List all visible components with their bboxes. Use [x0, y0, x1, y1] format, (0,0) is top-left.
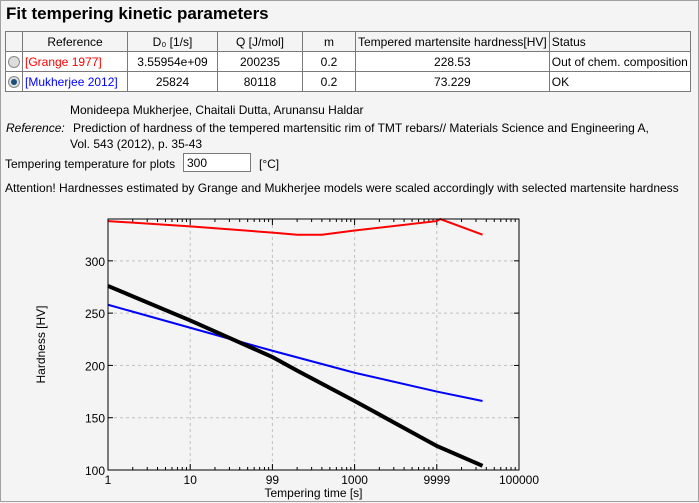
y-axis-label: Hardness [HV] — [34, 305, 48, 383]
x-tick-label: 9999 — [423, 473, 450, 487]
reference-volume: Vol. 543 (2012), p. 35-43 — [70, 137, 203, 151]
d0-cell[interactable]: 3.55954e+09 — [127, 51, 218, 72]
hardness-cell[interactable]: 73.229 — [355, 71, 550, 92]
y-tick-label: 150 — [85, 412, 105, 426]
status-cell: Out of chem. composition — [548, 51, 691, 72]
series-line-1 — [107, 303, 483, 402]
radio-button[interactable] — [8, 56, 20, 69]
temperature-unit: [°C] — [259, 157, 280, 171]
parameters-table: Reference D₀ [1/s] Q [J/mol] m Tempered … — [5, 31, 691, 92]
y-tick-label: 200 — [85, 359, 105, 373]
radio-button-selected[interactable] — [8, 76, 20, 89]
reference-authors: Monideepa Mukherjee, Chaitali Dutta, Aru… — [70, 103, 364, 117]
x-tick-label: 10 — [184, 473, 198, 487]
series-line-2 — [107, 284, 484, 468]
reference-link[interactable]: [Mukherjee 2012] — [22, 71, 128, 92]
table-row[interactable]: [Mukherjee 2012] 25824 80118 0.2 73.229 … — [5, 71, 691, 92]
row-radio[interactable] — [5, 71, 23, 92]
header-select — [5, 31, 23, 52]
x-tick-label: 100000 — [499, 473, 539, 487]
header-m: m — [302, 31, 356, 52]
m-cell[interactable]: 0.2 — [302, 71, 356, 92]
table-header: Reference D₀ [1/s] Q [J/mol] m Tempered … — [5, 31, 691, 52]
table-row[interactable]: [Grange 1977] 3.55954e+09 200235 0.2 228… — [5, 51, 691, 72]
y-tick-label: 250 — [85, 307, 105, 321]
temperature-label: Tempering temperature for plots — [5, 157, 176, 171]
x-axis-label: Tempering time [s] — [264, 486, 362, 500]
attention-text: Attention! Hardnesses estimated by Grang… — [5, 181, 679, 195]
reference-title: Prediction of hardness of the tempered m… — [73, 121, 649, 135]
series-line-0 — [107, 217, 483, 236]
x-tick-label: 99 — [266, 473, 280, 487]
header-status: Status — [548, 31, 691, 52]
reference-label: Reference: — [6, 121, 65, 135]
header-hardness: Tempered martensite hardness[HV] — [355, 31, 550, 52]
reference-link[interactable]: [Grange 1977] — [22, 51, 128, 72]
y-tick-label: 300 — [85, 255, 105, 269]
header-reference: Reference — [22, 31, 128, 52]
x-tick-label: 1000 — [341, 473, 368, 487]
temperature-input[interactable]: 300 — [183, 153, 251, 172]
d0-cell[interactable]: 25824 — [127, 71, 218, 92]
plot-frame — [107, 218, 520, 471]
window-title: Fit tempering kinetic parameters — [6, 4, 269, 23]
q-cell[interactable]: 200235 — [217, 51, 303, 72]
x-tick-label: 1 — [105, 473, 112, 487]
y-tick-label: 100 — [85, 464, 105, 478]
status-cell: OK — [548, 71, 691, 92]
